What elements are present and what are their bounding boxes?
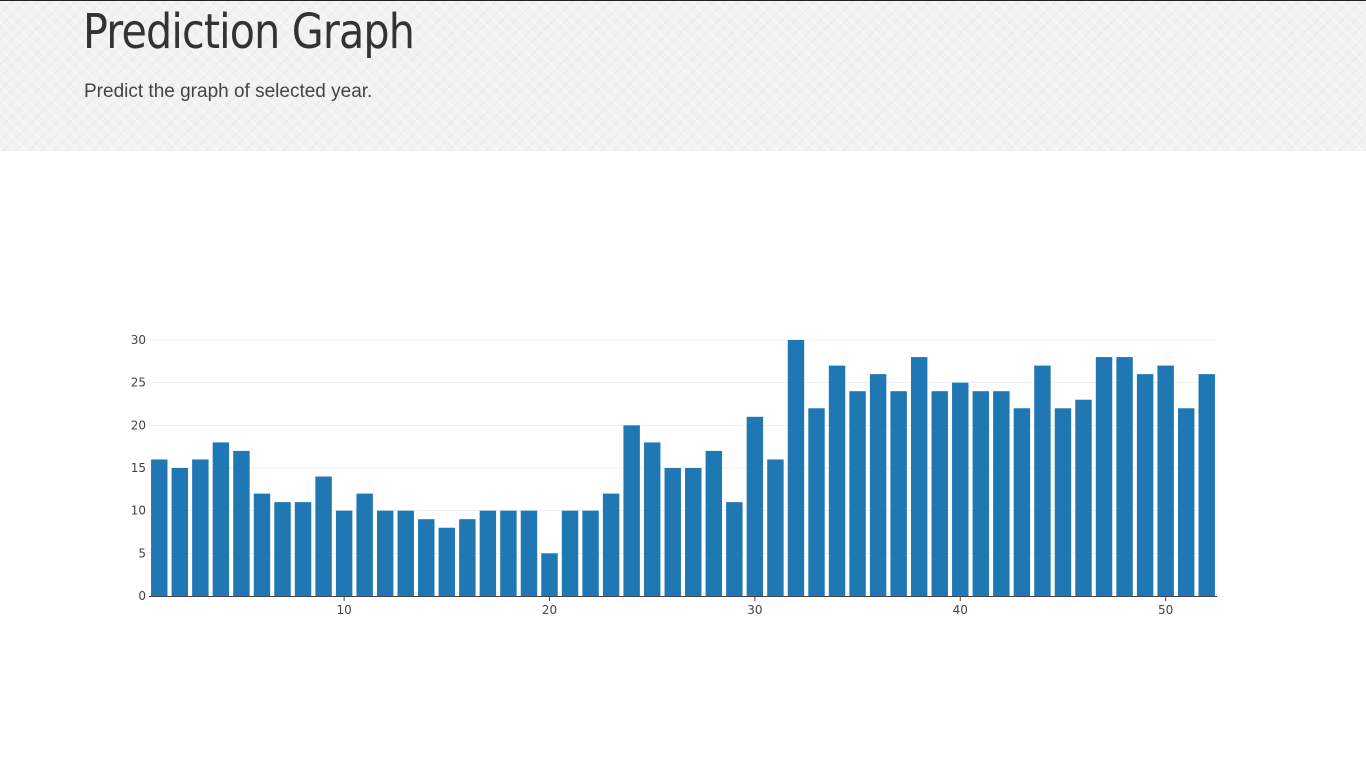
y-tick-label-15: 15 <box>131 461 146 475</box>
bar-46 <box>1075 399 1092 596</box>
bar-12 <box>376 510 394 596</box>
bar-29 <box>726 502 743 596</box>
page-header: Prediction Graph Predict the graph of se… <box>0 0 1366 151</box>
bar-4 <box>212 442 230 596</box>
bar-21 <box>561 510 579 596</box>
x-tick-label-30: 30 <box>747 603 762 617</box>
y-tick-label-0: 0 <box>138 589 146 603</box>
bar-14 <box>418 519 435 596</box>
bar-32 <box>787 340 805 596</box>
bar-23 <box>602 493 620 596</box>
bar-48 <box>1116 357 1133 596</box>
bar-45 <box>1054 408 1072 596</box>
tick-labels: 0 5 10 15 20 25 30 10 20 30 40 50 <box>131 333 1174 617</box>
bar-6 <box>253 493 271 596</box>
bar-chart: 0 5 10 15 20 25 30 10 20 30 40 50 <box>131 333 1217 617</box>
bar-39 <box>931 391 948 596</box>
bar-24 <box>623 425 640 596</box>
bar-17 <box>479 510 497 596</box>
bar-52 <box>1198 374 1215 596</box>
y-tick-label-5: 5 <box>138 546 146 560</box>
bar-2 <box>171 468 189 596</box>
bar-51 <box>1177 408 1195 596</box>
bar-3 <box>192 459 209 596</box>
bar-38 <box>910 357 928 596</box>
bar-33 <box>808 408 825 596</box>
bar-27 <box>685 468 702 596</box>
bar-30 <box>746 416 764 596</box>
bar-35 <box>849 391 866 596</box>
bar-7 <box>274 502 291 596</box>
y-tick-label-20: 20 <box>131 418 146 432</box>
bar-44 <box>1034 365 1051 596</box>
bar-34 <box>828 365 846 596</box>
bar-26 <box>664 468 681 596</box>
y-tick-label-25: 25 <box>131 376 146 390</box>
bar-36 <box>869 374 887 596</box>
x-tick-label-20: 20 <box>542 603 557 617</box>
bar-28 <box>705 450 723 596</box>
page-title: Prediction Graph <box>83 4 415 60</box>
bar-25 <box>643 442 661 596</box>
page-subtitle: Predict the graph of selected year. <box>84 81 373 102</box>
bar-18 <box>500 510 517 596</box>
bar-11 <box>356 493 373 596</box>
bar-8 <box>294 502 312 596</box>
x-tick-label-50: 50 <box>1158 603 1173 617</box>
bar-47 <box>1095 357 1113 596</box>
y-tick-label-10: 10 <box>131 504 146 518</box>
bar-41 <box>972 391 990 596</box>
bar-15 <box>438 527 456 596</box>
bars <box>151 340 1215 596</box>
bar-1 <box>151 459 168 596</box>
bar-37 <box>890 391 907 596</box>
x-tick-label-10: 10 <box>336 603 351 617</box>
axes <box>149 596 1217 601</box>
bar-5 <box>233 450 250 596</box>
bar-10 <box>335 510 353 596</box>
bar-43 <box>1013 408 1031 596</box>
y-tick-label-30: 30 <box>131 333 146 347</box>
bar-13 <box>397 510 414 596</box>
bar-16 <box>459 519 476 596</box>
bar-49 <box>1136 374 1154 596</box>
x-tick-label-40: 40 <box>953 603 968 617</box>
bar-22 <box>582 510 599 596</box>
bar-40 <box>952 382 969 596</box>
bar-19 <box>520 510 538 596</box>
bar-9 <box>315 476 332 596</box>
bar-20 <box>541 553 558 596</box>
bar-42 <box>993 391 1010 596</box>
bar-50 <box>1157 365 1174 596</box>
bar-31 <box>767 459 784 596</box>
